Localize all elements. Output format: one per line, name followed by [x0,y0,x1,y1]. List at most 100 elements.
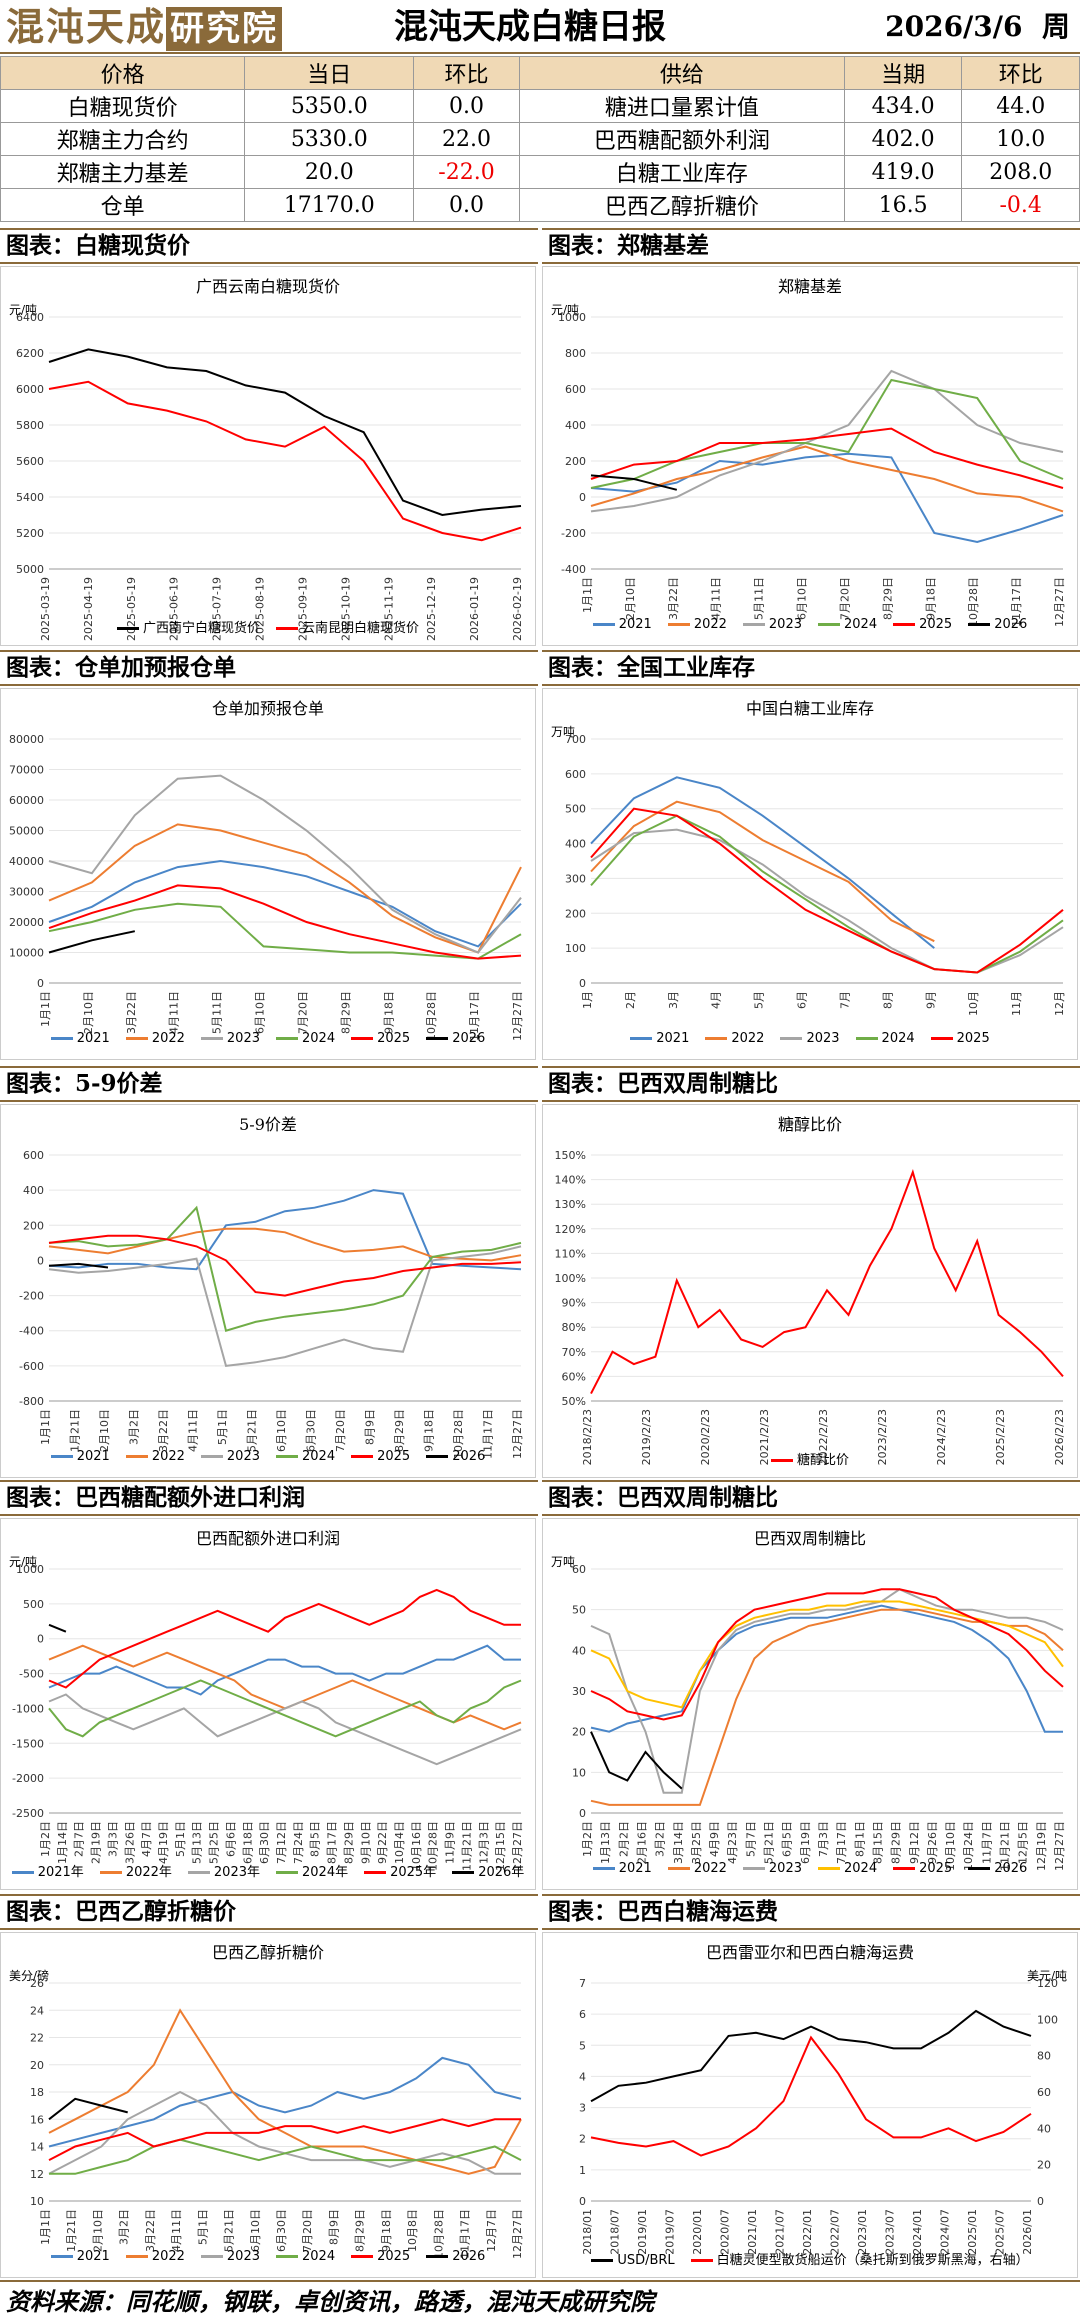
x-tick-label: 12月 [1053,991,1066,1016]
series-line [48,1245,522,1367]
legend-swatch [187,1871,210,1874]
cell: 20.0 [244,155,415,189]
chart-title: 巴西雷亚尔和巴西白糖海运费 [705,1943,914,1962]
section-title: 图表：巴西双周制糖比 [542,1066,1080,1102]
legend-swatch [818,1867,840,1870]
x-tick-label: 8月15日 [871,1821,884,1864]
legend-label: 2024 [844,1861,878,1876]
series-line [590,1600,1064,1709]
header-cell: 供给 [518,56,845,90]
x-tick-label: 1月1日 [39,1409,52,1445]
x-tick-label: 2026/2/23 [1053,1409,1066,1465]
y-tick-label: 5400 [16,491,44,504]
y-tick-label: 600 [565,768,586,781]
legend-swatch [893,1867,916,1870]
y-tick-label: 5800 [16,419,44,432]
series-line [48,2056,522,2148]
x-tick-label: 4月11日 [168,991,181,1034]
legend-swatch [125,1455,148,1458]
chart-title: 巴西乙醇折糖价 [211,1943,324,1962]
series-line [590,1608,1064,1806]
y-tick-label: 100% [555,1272,586,1285]
cell: 巴西糖配额外利润 [518,122,845,156]
y-tick-label: 600 [565,383,586,396]
y-tick-label: -2000 [12,1772,44,1785]
legend-label: 2025 [919,1861,953,1876]
legend-item: 2023 [200,2249,260,2264]
x-tick-label: 2025/2/23 [994,1409,1007,1465]
y-tick-label: 0 [579,977,586,990]
x-tick-label: 3月14日 [672,1821,685,1864]
legend-label: 2025 [377,1031,411,1046]
y-tick-label: 0 [37,1254,44,1267]
legend-label: 2025 [919,617,953,632]
series-line [590,452,1064,544]
x-tick-label: 1月21日 [69,1409,82,1452]
series-line [48,2097,128,2121]
x-tick-label: 2月19日 [90,1821,103,1864]
y-tick-label: 140% [555,1174,586,1187]
chart-svg: 0 100 200 300 400 500 600 700 1月 2月 3月 4月 5月 6月 7月 8月 9月… [565,733,1066,1016]
legend-item: 2023 [200,1449,260,1464]
series-line [48,1227,522,1262]
y-tick-label: 20 [30,2059,44,2072]
x-tick-label: 1月14日 [56,1821,69,1864]
x-tick-label: 11月17日 [1010,577,1023,627]
y-tick-label: 500 [565,803,586,816]
legend-label: 2022 [693,1861,727,1876]
logo-text: 混沌天成 [6,4,167,49]
legend-swatch [50,2255,73,2258]
x-tick-label: 2月 [624,991,637,1009]
legend-item: 2023 [742,617,802,632]
series-line [590,828,1064,974]
y-tick-label: 120% [555,1223,586,1236]
x-tick-label: 8月1日 [853,1821,866,1857]
legend-swatch [893,623,916,626]
series-line [590,2009,1032,2103]
legend-item: 2024 [818,1861,877,1876]
legend-item: 云南昆明白糖现货价 [276,621,419,636]
legend-item: 2024 [276,1449,335,1464]
chart-panel: 5-9价差 -800 -600 -400 -200 0 200 400 600 1月1日 1月21日… [0,1104,536,1478]
chart-title: 巴西配额外进口利润 [195,1529,340,1548]
y-tick-label: 30000 [9,886,44,899]
x-tick-label: 3月25日 [690,1821,703,1864]
legend-item: 2021 [50,2249,110,2264]
y-tick-label: 500 [23,1598,44,1611]
header-cell: 环比 [961,56,1080,90]
y-tick-label: 10 [30,2195,44,2208]
y-tick-label: 0 [579,491,586,504]
x-tick-label: 8月29日 [881,577,894,620]
legend-item: 2023 [780,1031,840,1046]
legend-label: 白糖灵便型散货船运价（桑托斯到俄罗斯黑海，右轴） [716,2253,1029,2268]
legend-label: 广西南宁白糖现货价 [142,621,260,636]
x-tick-label: 3月2日 [118,2209,131,2245]
cell: 巴西乙醇折糖价 [518,188,845,222]
y-tick-label: -200 [561,527,586,540]
legend-label: 2021 [76,2249,110,2264]
legend-swatch [99,1871,122,1874]
y-tick-label: 50% [562,1395,586,1408]
legend-item: 2022 [705,1031,764,1046]
x-tick-label: 3月 [667,991,680,1009]
chart-svg: 50% 60% 70% 80% 90% 100% 110% 120% 130% 140% 150% 2… [555,1149,1066,1465]
y-tick-label: -800 [19,1395,44,1408]
series-line [48,1693,522,1766]
chart-panel: 广西云南白糖现货价 元/吨 5000 5200 5400 5600 5800 6000 6200… [0,266,536,646]
x-tick-label: 2025-03-19 [39,577,52,641]
legend-swatch [855,1037,878,1040]
y-tick-label: 10000 [9,947,44,960]
y-axis-unit: 万吨 [551,1555,576,1569]
legend-swatch [592,1867,615,1870]
legend-item: 2025 [893,617,952,632]
y-tick-label: 26 [30,1977,44,1990]
x-tick-label: 2018/01 [581,2209,594,2255]
y-tick-label: -400 [561,563,586,576]
series-line [48,1234,522,1297]
cell: 5350.0 [244,89,415,123]
legend-swatch [276,2255,298,2258]
legend-label: 2022年 [125,1865,172,1880]
legend-item: 2026 [426,1031,485,1046]
section-title: 图表：全国工业库存 [542,650,1080,686]
legend-swatch [351,1455,374,1458]
